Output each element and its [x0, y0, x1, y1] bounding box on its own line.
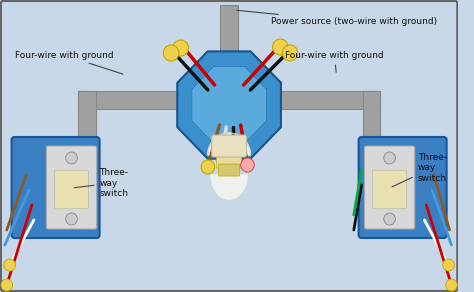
Circle shape: [446, 279, 457, 291]
FancyBboxPatch shape: [359, 137, 447, 238]
Polygon shape: [211, 175, 247, 199]
Text: Four-wire with ground: Four-wire with ground: [15, 51, 123, 74]
Circle shape: [164, 45, 179, 61]
FancyBboxPatch shape: [1, 1, 457, 291]
Circle shape: [66, 213, 77, 225]
Circle shape: [273, 39, 288, 55]
FancyBboxPatch shape: [55, 170, 89, 209]
Circle shape: [66, 152, 77, 164]
FancyBboxPatch shape: [78, 91, 195, 109]
Polygon shape: [208, 133, 250, 155]
FancyBboxPatch shape: [212, 135, 246, 157]
FancyBboxPatch shape: [263, 91, 380, 109]
FancyBboxPatch shape: [11, 137, 100, 238]
Circle shape: [4, 259, 16, 271]
FancyBboxPatch shape: [219, 164, 240, 176]
FancyBboxPatch shape: [217, 152, 242, 168]
FancyBboxPatch shape: [363, 91, 380, 155]
Circle shape: [1, 279, 13, 291]
Circle shape: [283, 45, 298, 61]
Text: Power source (two-wire with ground): Power source (two-wire with ground): [237, 10, 437, 27]
FancyBboxPatch shape: [78, 91, 96, 155]
Polygon shape: [192, 66, 266, 144]
Circle shape: [201, 160, 215, 174]
Circle shape: [241, 158, 254, 172]
Text: Four-wire with ground: Four-wire with ground: [285, 51, 384, 72]
Circle shape: [173, 40, 189, 56]
Text: Three-
way
switch: Three- way switch: [392, 153, 447, 187]
FancyBboxPatch shape: [373, 170, 407, 209]
Text: Three-
way
switch: Three- way switch: [74, 168, 129, 198]
FancyBboxPatch shape: [365, 146, 415, 229]
Circle shape: [384, 152, 395, 164]
FancyBboxPatch shape: [46, 146, 97, 229]
FancyBboxPatch shape: [220, 5, 238, 70]
Circle shape: [443, 259, 455, 271]
Polygon shape: [177, 51, 281, 159]
Circle shape: [384, 213, 395, 225]
